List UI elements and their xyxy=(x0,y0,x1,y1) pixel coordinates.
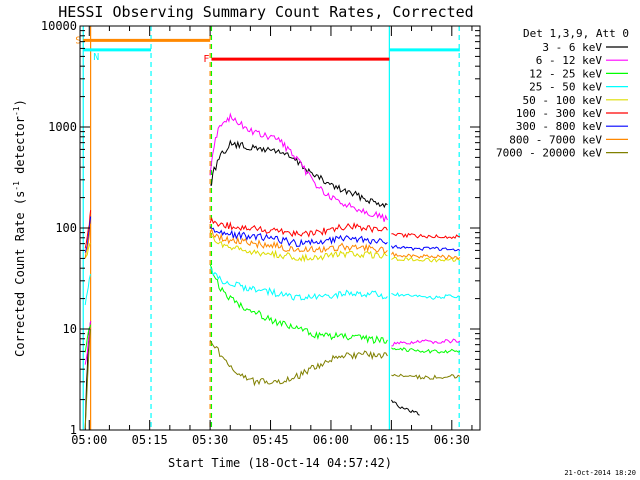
y-axis-label: Corrected Count Rate (s-1 detector-1) xyxy=(12,99,27,357)
series-line-5-seg-1 xyxy=(84,242,91,259)
series-line-6-seg-2 xyxy=(209,216,388,238)
plot-frame xyxy=(79,25,481,431)
y-axis-label-part3: ) xyxy=(13,99,27,106)
series-line-5-seg-2 xyxy=(209,230,388,263)
legend-label-8: 800 - 7000 keV xyxy=(509,133,602,146)
y-axis-label-sup1: -1 xyxy=(12,181,21,191)
x-tick-label-6: 06:15 xyxy=(373,433,409,447)
x-tick-label-4: 05:45 xyxy=(252,433,288,447)
y-axis-label-sup2: -1 xyxy=(12,106,21,116)
series-line-6-seg-3 xyxy=(391,232,460,240)
y-tick-label-5: 10000 xyxy=(41,19,77,33)
flag-label-3: F xyxy=(203,54,209,65)
legend-label-6: 100 - 300 keV xyxy=(516,107,602,120)
chart-title: HESSI Observing Summary Count Rates, Cor… xyxy=(58,3,473,21)
x-axis: 05:00 05:15 05:30 05:45 06:00 06:15 06:30 xyxy=(71,26,473,447)
series-line-2-seg-2 xyxy=(209,112,388,222)
series-line-3-seg-2 xyxy=(209,264,388,345)
y-axis-label-part2: detector xyxy=(13,116,27,181)
series-line-7-seg-3 xyxy=(390,244,461,252)
series-line-6-seg-1 xyxy=(84,210,92,249)
x-tick-label-5: 06:00 xyxy=(313,433,349,447)
series-line-8-seg-1 xyxy=(84,223,92,259)
series-line-9-seg-2 xyxy=(209,339,388,387)
y-tick-label-3: 100 xyxy=(55,221,77,235)
x-axis-label: Start Time (18-Oct-14 04:57:42) xyxy=(168,456,392,470)
y-tick-label-2: 10 xyxy=(63,322,77,336)
y-tick-label-4: 1000 xyxy=(48,120,77,134)
legend-label-3: 12 - 25 keV xyxy=(529,67,602,80)
legend-label-1: 3 - 6 keV xyxy=(542,41,602,54)
legend-label-5: 50 - 100 keV xyxy=(523,94,603,107)
legend-label-9: 7000 - 20000 keV xyxy=(496,147,602,160)
series-line-1-seg-3 xyxy=(390,399,420,416)
series-line-2-seg-3 xyxy=(391,338,461,347)
series-line-4-seg-3 xyxy=(391,291,461,300)
x-tick-label-3: 05:30 xyxy=(192,433,228,447)
legend-header: Det 1,3,9, Att 0 xyxy=(523,27,629,40)
series-line-3-seg-3 xyxy=(391,347,461,354)
series-line-8-seg-3 xyxy=(390,251,461,260)
x-tick-label-1: 05:00 xyxy=(71,433,107,447)
timestamp: 21-Oct-2014 18:20 xyxy=(564,469,636,477)
y-axis: 1 10 100 1000 10000 xyxy=(41,19,480,437)
series-line-9-seg-1 xyxy=(84,328,92,429)
series-line-5-seg-3 xyxy=(391,256,461,263)
series-line-3-seg-1 xyxy=(84,324,92,353)
series-lines xyxy=(84,112,461,431)
flag-label-1: S xyxy=(75,35,81,46)
series-line-9-seg-3 xyxy=(391,373,461,380)
series-line-4-seg-1 xyxy=(84,273,92,306)
flag-bars: S N F xyxy=(75,35,460,65)
y-axis-label-part1: Corrected Count Rate (s xyxy=(13,191,27,357)
series-line-1-seg-2 xyxy=(209,139,388,209)
series-line-4-seg-2 xyxy=(209,267,388,301)
legend-label-7: 300 - 800 keV xyxy=(516,120,602,133)
legend-label-4: 25 - 50 keV xyxy=(529,81,602,94)
flag-label-2: N xyxy=(93,52,99,63)
series-line-8-seg-2 xyxy=(209,227,388,254)
x-tick-label-2: 05:15 xyxy=(132,433,168,447)
x-tick-label-7: 06:30 xyxy=(434,433,470,447)
series-line-7-seg-2 xyxy=(209,226,388,247)
series-line-7-seg-1 xyxy=(84,216,92,253)
attenuator-lines xyxy=(82,26,460,430)
legend-label-2: 6 - 12 keV xyxy=(536,54,603,67)
y-tick-label-1: 1 xyxy=(70,423,77,437)
